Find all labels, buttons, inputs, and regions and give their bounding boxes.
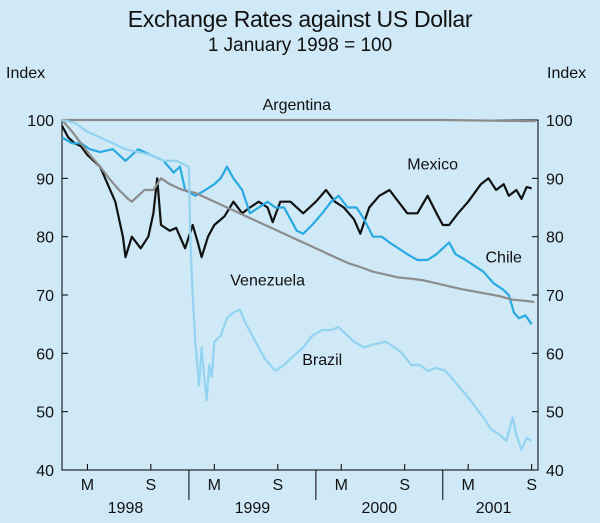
y-tick-label-right: 80 [546,230,564,247]
y-tick-label-right: 50 [546,405,564,422]
x-year-label: 2001 [476,500,512,517]
series-line-argentina [62,118,536,123]
y-tick-label-left: 100 [27,113,54,130]
series-label-argentina: Argentina [263,97,332,114]
chart-title: Exchange Rates against US Dollar [127,6,473,32]
series-line-brazil [61,118,533,451]
series-label-brazil: Brazil [302,352,342,369]
x-tick-label-month: M [335,477,348,494]
y-tick-label-left: 70 [36,288,54,305]
series-line-mexico [61,125,532,259]
x-tick-label-month: M [208,477,221,494]
x-tick-label-month: S [272,477,283,494]
y-tick-label-left: 90 [36,171,54,188]
y-axis-label-right: Index [547,65,586,82]
plot-area [61,119,539,471]
series-line-venezuela [61,119,535,304]
y-tick-label-left: 50 [36,405,54,422]
series-label-mexico: Mexico [407,157,458,174]
x-tick-label-month: M [462,477,475,494]
x-tick-label-month: S [146,477,157,494]
y-tick-label-right: 60 [546,346,564,363]
series-label-venezuela: Venezuela [230,273,305,290]
y-tick-label-right: 90 [546,171,564,188]
x-tick-label-month: S [526,477,537,494]
series-label-chile: Chile [485,249,522,266]
x-year-label: 1999 [235,500,271,517]
series-line-chile [61,136,533,325]
chart-subtitle: 1 January 1998 = 100 [207,35,393,56]
y-tick-label-right: 40 [546,463,564,480]
x-tick-label-month: S [399,477,410,494]
y-tick-label-right: 100 [546,113,573,130]
x-year-label: 1998 [108,500,144,517]
y-tick-label-left: 60 [36,346,54,363]
y-tick-label-left: 80 [36,230,54,247]
y-axis-label-left: Index [6,65,45,82]
y-tick-label-right: 70 [546,288,564,305]
x-year-label: 2000 [362,500,398,517]
y-tick-label-left: 40 [36,463,54,480]
x-tick-label-month: M [81,477,94,494]
